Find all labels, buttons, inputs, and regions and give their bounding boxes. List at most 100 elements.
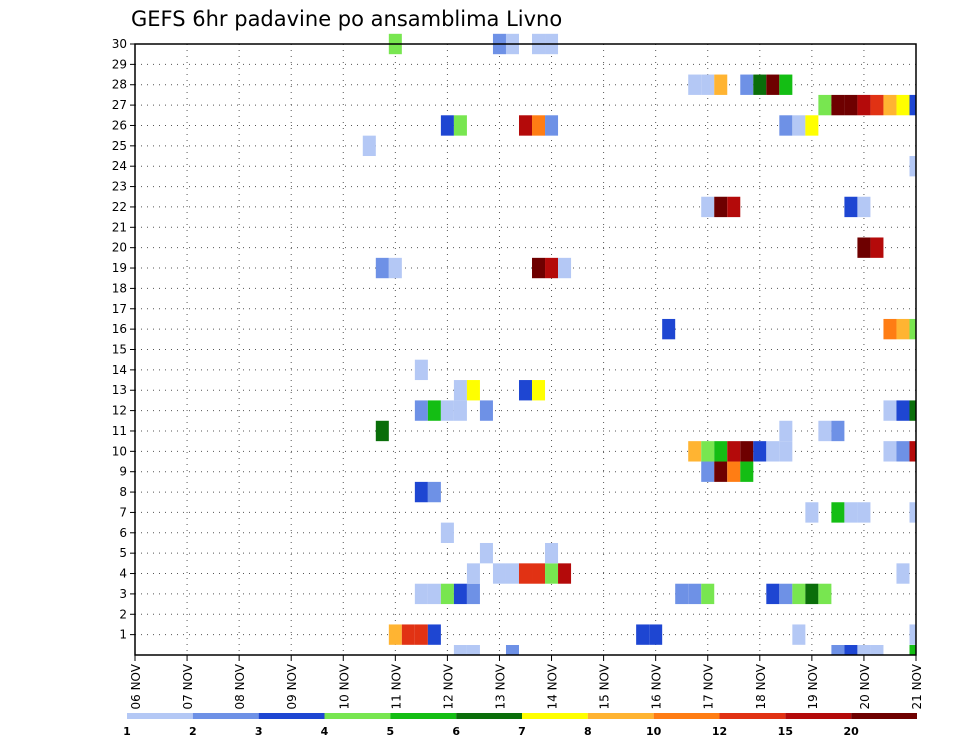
precip-cell — [896, 563, 910, 584]
x-tick-label: 07 NOV — [181, 663, 195, 709]
y-tick-label: 19 — [112, 261, 127, 275]
precip-cell — [414, 624, 428, 645]
precip-cell — [558, 257, 572, 279]
colorbar-label: 4 — [321, 725, 329, 738]
y-tick-label: 4 — [119, 567, 127, 581]
precip-cell — [740, 74, 754, 95]
colorbar-segment — [587, 713, 654, 719]
precip-cell — [532, 563, 546, 584]
precip-cell — [870, 94, 884, 116]
precip-cell — [701, 74, 715, 95]
precip-cell — [375, 420, 389, 442]
precip-cell — [909, 94, 916, 116]
precip-cell — [545, 257, 559, 279]
colorbar-segment — [719, 713, 786, 719]
y-tick-label: 27 — [112, 98, 127, 112]
y-tick-label: 28 — [112, 78, 127, 92]
precip-cell — [545, 115, 559, 136]
y-tick-label: 21 — [112, 220, 127, 234]
precip-cell — [883, 94, 897, 116]
y-tick-label: 3 — [119, 587, 127, 601]
colorbar-segment — [785, 713, 852, 719]
y-tick-label: 7 — [119, 505, 127, 519]
precip-cell — [857, 94, 871, 116]
y-tick-label: 23 — [112, 180, 127, 194]
precip-cell — [792, 583, 806, 605]
precip-cell — [688, 583, 702, 605]
colorbar-label: 7 — [518, 725, 526, 738]
precip-cell — [844, 94, 858, 116]
precip-cell — [701, 583, 715, 605]
precip-cell — [466, 645, 480, 655]
y-axis: 1234567891011121314151617181920212223242… — [112, 37, 135, 642]
precip-cell — [414, 481, 428, 503]
precip-cell — [401, 624, 415, 645]
colorbar-label: 15 — [778, 725, 793, 738]
precip-cells — [362, 33, 916, 655]
precip-cell — [505, 563, 519, 584]
precip-cell — [532, 380, 546, 401]
colorbar-segment — [324, 713, 391, 719]
precip-cell — [831, 420, 845, 442]
precip-cell — [375, 257, 389, 279]
colorbar: 1 2 3 4 5 6 7 8 10 12 15 20 — [123, 713, 917, 738]
colorbar-segment — [127, 713, 193, 719]
precip-cell — [440, 522, 454, 543]
precip-cell — [766, 583, 780, 605]
precip-cell — [870, 237, 884, 258]
precip-cell — [753, 74, 767, 95]
precip-cell — [857, 502, 871, 523]
precip-cell — [701, 441, 715, 462]
precip-cell — [805, 115, 819, 136]
precip-cell — [453, 583, 467, 605]
precip-cell — [883, 318, 897, 340]
precip-cell — [857, 237, 871, 258]
colorbar-label: 12 — [712, 725, 727, 738]
precip-cell — [636, 624, 650, 645]
x-tick-label: 18 NOV — [754, 663, 768, 709]
precip-cell — [649, 624, 663, 645]
precip-cell — [727, 461, 741, 482]
precip-cell — [896, 94, 910, 116]
precip-cell — [675, 583, 689, 605]
precip-cell — [466, 563, 480, 584]
precip-cell — [362, 135, 376, 157]
precip-cell — [701, 461, 715, 482]
precip-cell — [545, 563, 559, 584]
precip-cell — [688, 74, 702, 95]
precip-cell — [883, 400, 897, 421]
precip-cell — [479, 542, 493, 564]
precip-cell — [766, 74, 780, 95]
y-tick-label: 18 — [112, 281, 127, 295]
y-tick-label: 14 — [112, 363, 127, 377]
precip-cell — [857, 645, 871, 655]
colorbar-label: 6 — [452, 725, 460, 738]
precip-cell — [896, 441, 910, 462]
chart-title: GEFS 6hr padavine po ansamblima Livno — [131, 7, 562, 31]
x-tick-label: 10 NOV — [337, 663, 351, 709]
x-tick-label: 09 NOV — [285, 663, 299, 709]
precip-cell — [857, 196, 871, 218]
precip-cell — [662, 318, 676, 340]
y-tick-label: 15 — [112, 343, 127, 357]
y-tick-label: 5 — [119, 546, 127, 560]
precip-cell — [414, 583, 428, 605]
precip-cell — [870, 645, 884, 655]
y-tick-label: 9 — [119, 465, 127, 479]
precip-cell — [896, 400, 910, 421]
precip-cell — [453, 400, 467, 421]
x-tick-label: 19 NOV — [806, 663, 820, 709]
precip-cell — [545, 542, 559, 564]
colorbar-segment — [653, 713, 720, 719]
colorbar-segment — [258, 713, 325, 719]
precip-cell — [714, 441, 728, 462]
y-tick-label: 24 — [112, 159, 127, 173]
precip-cell — [909, 318, 916, 340]
precip-cell — [779, 583, 793, 605]
precip-cell — [779, 74, 793, 95]
precip-cell — [883, 441, 897, 462]
precip-cell — [714, 196, 728, 218]
precip-cell — [453, 115, 467, 136]
precip-cell — [909, 400, 916, 421]
